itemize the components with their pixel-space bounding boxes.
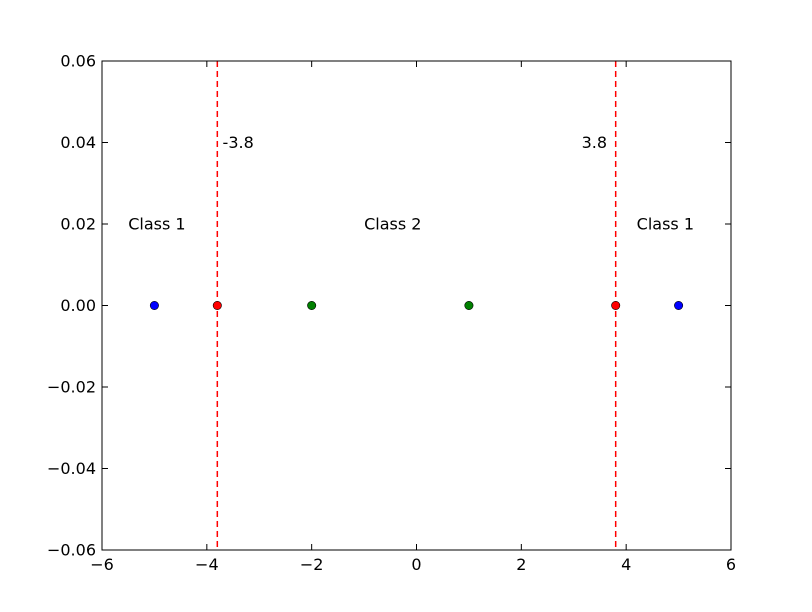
y-tick-label-1: −0.04 — [47, 459, 96, 478]
x-tick-labels: −6 −4 −2 0 2 4 6 — [90, 555, 736, 574]
x-tick-label-6: 6 — [726, 555, 736, 574]
x-tick-label-0: −6 — [90, 555, 114, 574]
y-tick-label-6: 0.06 — [60, 52, 96, 71]
annotation-1: 3.8 — [582, 133, 607, 152]
y-tick-label-3: 0.00 — [60, 296, 96, 315]
axis-ticks — [101, 60, 732, 551]
annotations: -3.8 3.8 Class 1 Class 2 Class 1 — [128, 133, 694, 234]
y-tick-labels: −0.06 −0.04 −0.02 0.00 0.02 0.04 0.06 — [47, 52, 96, 560]
y-tick-label-5: 0.04 — [60, 133, 96, 152]
annotation-3: Class 2 — [364, 215, 421, 234]
annotation-0: -3.8 — [223, 133, 254, 152]
x-tick-label-5: 4 — [621, 555, 631, 574]
y-tick-label-4: 0.02 — [60, 215, 96, 234]
x-tick-label-3: 0 — [411, 555, 421, 574]
data-point-s0-1 — [674, 300, 684, 310]
decision-boundaries — [216, 61, 617, 550]
annotation-4: Class 1 — [637, 215, 694, 234]
data-point-s2-1 — [611, 300, 621, 310]
y-tick-label-0: −0.06 — [47, 541, 96, 560]
x-tick-label-1: −4 — [195, 555, 219, 574]
data-point-s0-0 — [149, 300, 159, 310]
annotation-2: Class 1 — [128, 215, 185, 234]
plot-area-frame — [101, 60, 732, 551]
y-tick-label-2: −0.02 — [47, 378, 96, 397]
data-points — [149, 300, 684, 310]
data-point-s2-0 — [212, 300, 222, 310]
x-tick-label-2: −2 — [300, 555, 324, 574]
data-point-s1-0 — [307, 300, 317, 310]
data-point-s1-1 — [464, 300, 474, 310]
x-tick-label-4: 2 — [516, 555, 526, 574]
